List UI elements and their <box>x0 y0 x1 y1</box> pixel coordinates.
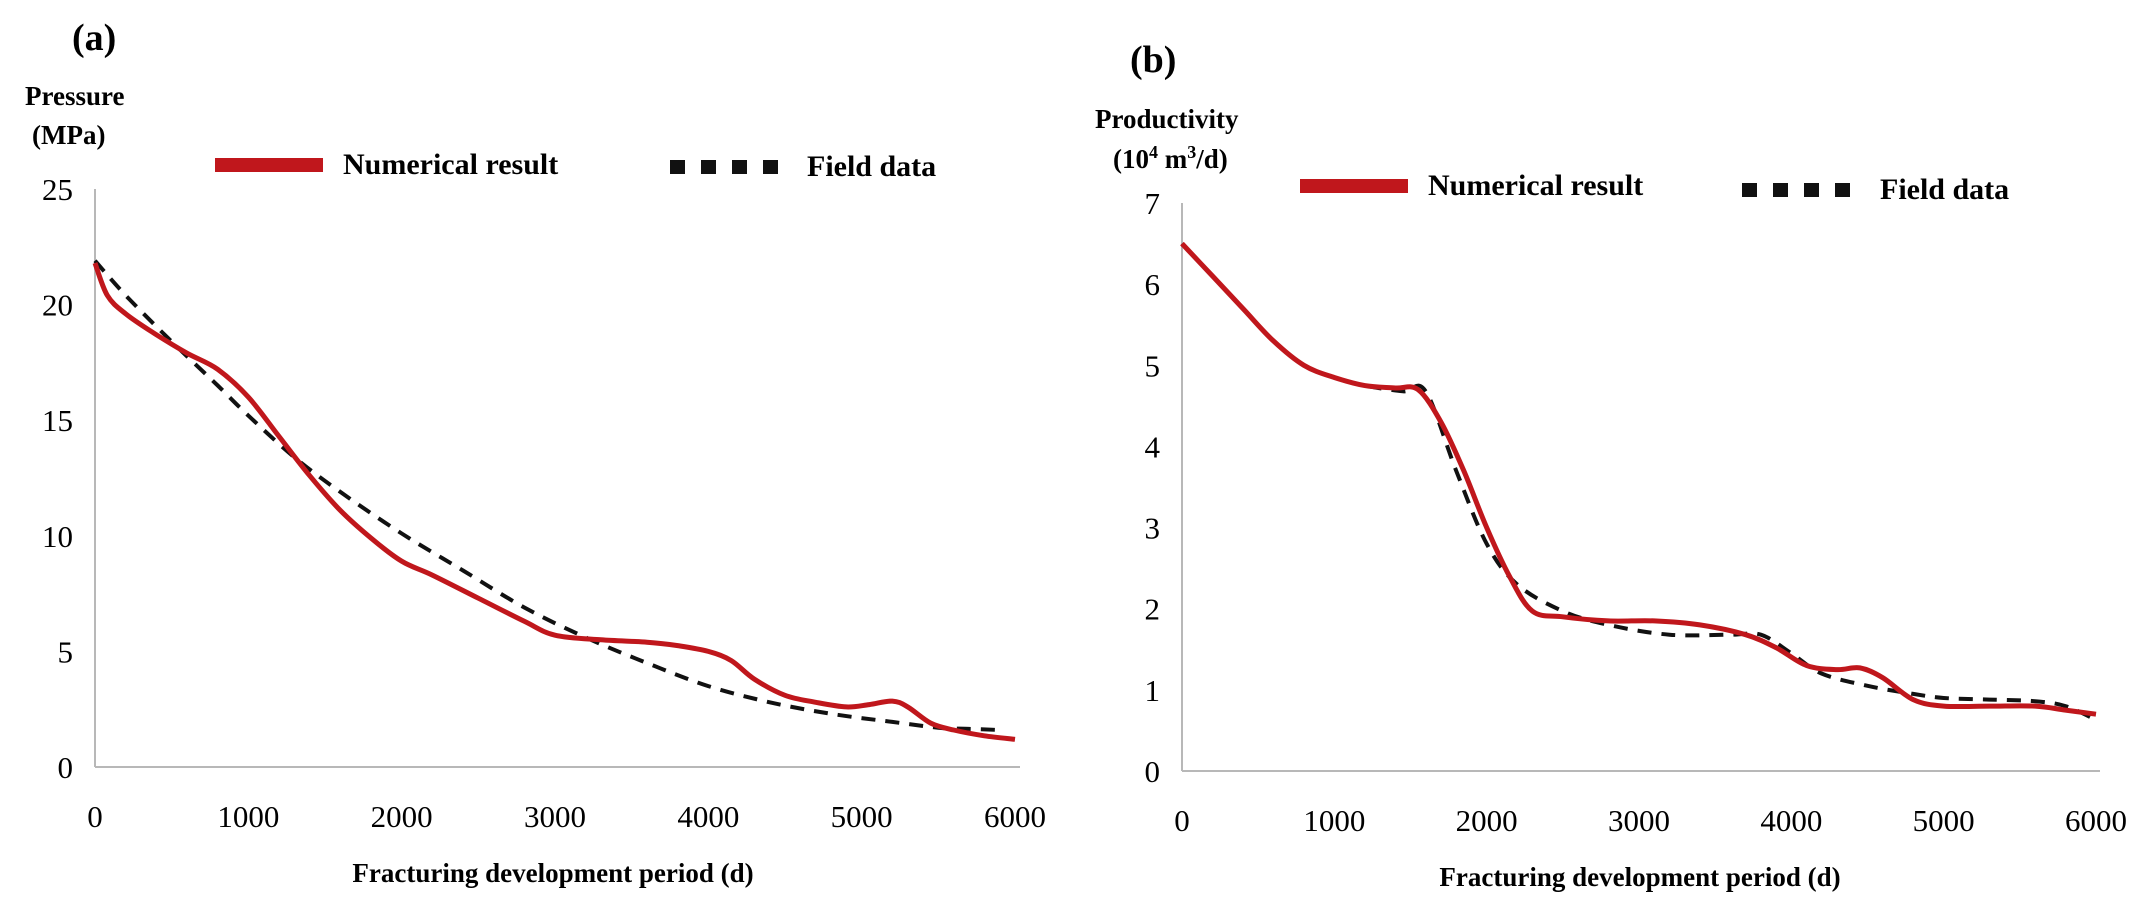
panel-b-legend-label-field: Field data <box>1880 173 2009 206</box>
panel-b-ytick-7: 7 <box>1145 186 1161 221</box>
panel-a-xtick-2: 2000 <box>371 799 433 834</box>
panel-b-ylabel-sup1: 4 <box>1149 142 1158 162</box>
panel-b-series-field-line <box>1180 242 2097 722</box>
panel-b-ylabel-sup2: 3 <box>1187 142 1196 162</box>
panel-a-ytick-1: 5 <box>58 634 74 669</box>
panel-a-series-field-line <box>93 259 1000 732</box>
panel-b-series-numerical-line <box>1180 241 2097 717</box>
panel-b-plot: 0 1000 2000 3000 4000 5000 6000 0 1 2 3 4 5 6 7 <box>1145 186 2128 838</box>
panel-b-ylabel-line2: (104 m3/d) <box>1113 142 1228 174</box>
panel-a-ytick-4: 20 <box>42 288 73 323</box>
panel-b-ylabel-mid: m <box>1158 144 1188 174</box>
panel-b-ytick-3: 3 <box>1145 511 1161 546</box>
panel-a-xtick-6: 6000 <box>984 799 1046 834</box>
panel-b: (b) Productivity (104 m3/d) Numerical re… <box>1095 39 2127 892</box>
panel-a-xlabel: Fracturing development period (d) <box>352 858 753 888</box>
panel-a-ytick-2: 10 <box>42 519 73 554</box>
panel-b-ytick-0: 0 <box>1145 754 1161 789</box>
panel-a: (a) Pressure (MPa) Numerical result Fiel… <box>25 17 1046 888</box>
panel-b-ytick-2: 2 <box>1145 592 1161 627</box>
panel-b-xlabel: Fracturing development period (d) <box>1439 862 1840 892</box>
panel-b-xtick-4: 4000 <box>1760 803 1822 838</box>
panel-b-legend: Numerical result Field data <box>1300 169 2009 206</box>
panel-b-xtick-6: 6000 <box>2065 803 2127 838</box>
panel-a-ytick-0: 0 <box>58 750 74 785</box>
panel-a-ytick-5: 25 <box>42 172 73 207</box>
panel-a-xtick-3: 3000 <box>524 799 586 834</box>
panel-b-ytick-6: 6 <box>1145 267 1161 302</box>
panel-b-ylabel-base: (10 <box>1113 144 1149 174</box>
panel-b-label: (b) <box>1130 39 1176 81</box>
panel-a-plot: 0 1000 2000 3000 4000 5000 6000 0 5 10 15 20 25 <box>42 172 1046 834</box>
panel-a-ylabel-line1: Pressure <box>25 81 124 111</box>
panel-a-ylabel-line2: (MPa) <box>32 120 105 150</box>
panel-a-legend: Numerical result Field data <box>215 148 936 183</box>
panel-b-xtick-0: 0 <box>1174 803 1190 838</box>
panel-a-xtick-1: 1000 <box>217 799 279 834</box>
panel-a-xtick-0: 0 <box>87 799 103 834</box>
panel-b-ylabel-end: /d) <box>1195 144 1228 174</box>
panel-b-ytick-1: 1 <box>1145 673 1161 708</box>
panel-a-legend-label-numerical: Numerical result <box>343 148 558 181</box>
panel-a-ytick-3: 15 <box>42 403 73 438</box>
panel-a-series-numerical-line <box>92 262 1016 742</box>
panel-b-ylabel-line1: Productivity <box>1095 104 1239 134</box>
panel-b-xtick-1: 1000 <box>1303 803 1365 838</box>
panel-a-label: (a) <box>72 17 116 59</box>
panel-b-xtick-3: 3000 <box>1608 803 1670 838</box>
panel-a-legend-label-field: Field data <box>807 150 936 183</box>
panel-a-xtick-5: 5000 <box>831 799 893 834</box>
panel-b-xtick-5: 5000 <box>1913 803 1975 838</box>
panel-b-ytick-4: 4 <box>1145 429 1161 464</box>
panel-a-xtick-4: 4000 <box>677 799 739 834</box>
panel-b-xtick-2: 2000 <box>1456 803 1518 838</box>
panel-b-legend-label-numerical: Numerical result <box>1428 169 1643 202</box>
panel-b-ytick-5: 5 <box>1145 348 1161 383</box>
